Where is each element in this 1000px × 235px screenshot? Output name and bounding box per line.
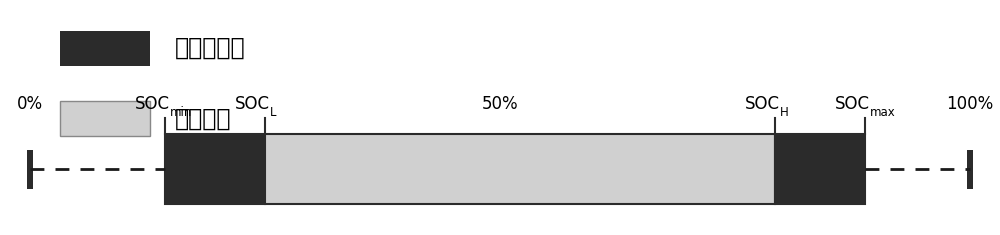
Text: 100%: 100% [946, 95, 994, 113]
Bar [165, 134, 265, 204]
Text: L: L [270, 106, 276, 119]
Bar [775, 134, 865, 204]
Text: 0%: 0% [17, 95, 43, 113]
Bar [60, 101, 150, 136]
Text: SOC: SOC [835, 95, 870, 113]
Text: 主调度区: 主调度区 [175, 107, 232, 131]
Bar [967, 150, 973, 188]
Text: H: H [780, 106, 789, 119]
Text: SOC: SOC [135, 95, 170, 113]
Text: 50%: 50% [482, 95, 518, 113]
Text: 协调调度区: 协调调度区 [175, 36, 246, 60]
Text: SOC: SOC [745, 95, 780, 113]
Bar [60, 31, 150, 66]
Bar [27, 150, 33, 188]
Bar [265, 134, 775, 204]
Text: SOC: SOC [235, 95, 270, 113]
Text: max: max [870, 106, 896, 119]
Text: min: min [170, 106, 192, 119]
